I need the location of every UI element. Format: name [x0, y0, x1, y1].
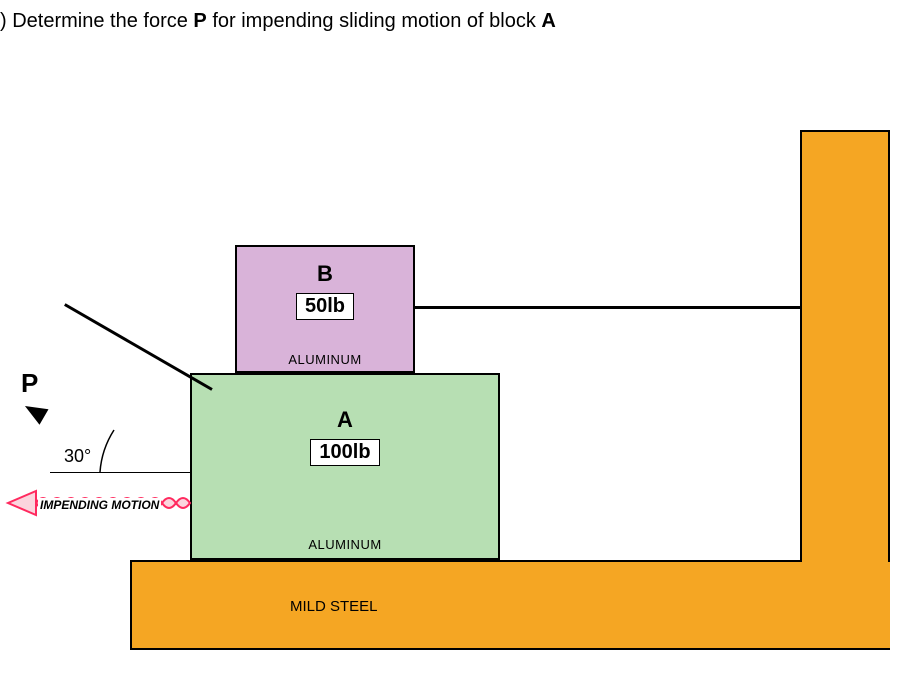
- block-a-material: ALUMINUM: [192, 537, 498, 552]
- block-a-label: A: [192, 407, 498, 433]
- question-middle: for impending sliding motion of block: [212, 10, 541, 32]
- impending-motion-label: IMPENDING MOTION: [38, 498, 161, 512]
- floor-horizontal: [130, 560, 890, 650]
- block-b-label: B: [237, 261, 413, 287]
- block-b: B 50lb ALUMINUM: [235, 245, 415, 373]
- block-a-weight: 100lb: [310, 439, 379, 466]
- base-material-label: MILD STEEL: [290, 598, 378, 615]
- block-symbol: A: [541, 10, 555, 32]
- force-p-arrow-line: [64, 303, 213, 391]
- force-symbol: P: [193, 10, 206, 32]
- connecting-rod: [415, 306, 800, 309]
- question-text: ) Determine the force P for impending sl…: [0, 10, 556, 33]
- angle-label: 30°: [64, 446, 91, 467]
- question-prefix: ) Determine the force: [0, 10, 193, 32]
- wall-vertical: [800, 130, 890, 562]
- block-b-weight: 50lb: [296, 293, 354, 320]
- diagram-stage: ) Determine the force P for impending sl…: [0, 0, 904, 697]
- block-b-material: ALUMINUM: [237, 352, 413, 367]
- block-a: A 100lb ALUMINUM: [190, 373, 500, 560]
- force-p-label: P: [21, 368, 38, 399]
- base-joint-fill: [802, 558, 888, 566]
